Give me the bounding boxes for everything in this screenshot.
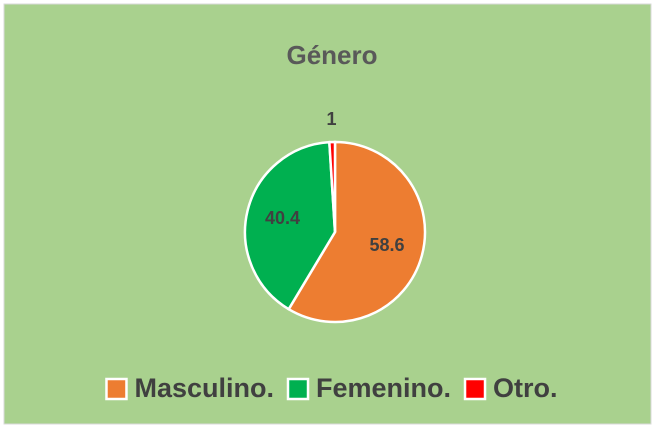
legend-label: Otro. <box>493 373 558 403</box>
chart-title: Género <box>286 40 377 70</box>
data-label: 40.4 <box>265 208 300 228</box>
legend-label: Femenino. <box>316 373 451 403</box>
pie-slice <box>328 140 337 233</box>
legend-swatch <box>463 377 487 401</box>
data-label: 58.6 <box>370 235 405 255</box>
pie-slice <box>243 140 337 311</box>
pie-slice <box>286 140 427 324</box>
data-label: 1 <box>326 109 336 129</box>
legend-swatch <box>105 377 128 401</box>
legend-swatch <box>286 377 310 401</box>
legend-label: Masculino. <box>134 373 274 403</box>
